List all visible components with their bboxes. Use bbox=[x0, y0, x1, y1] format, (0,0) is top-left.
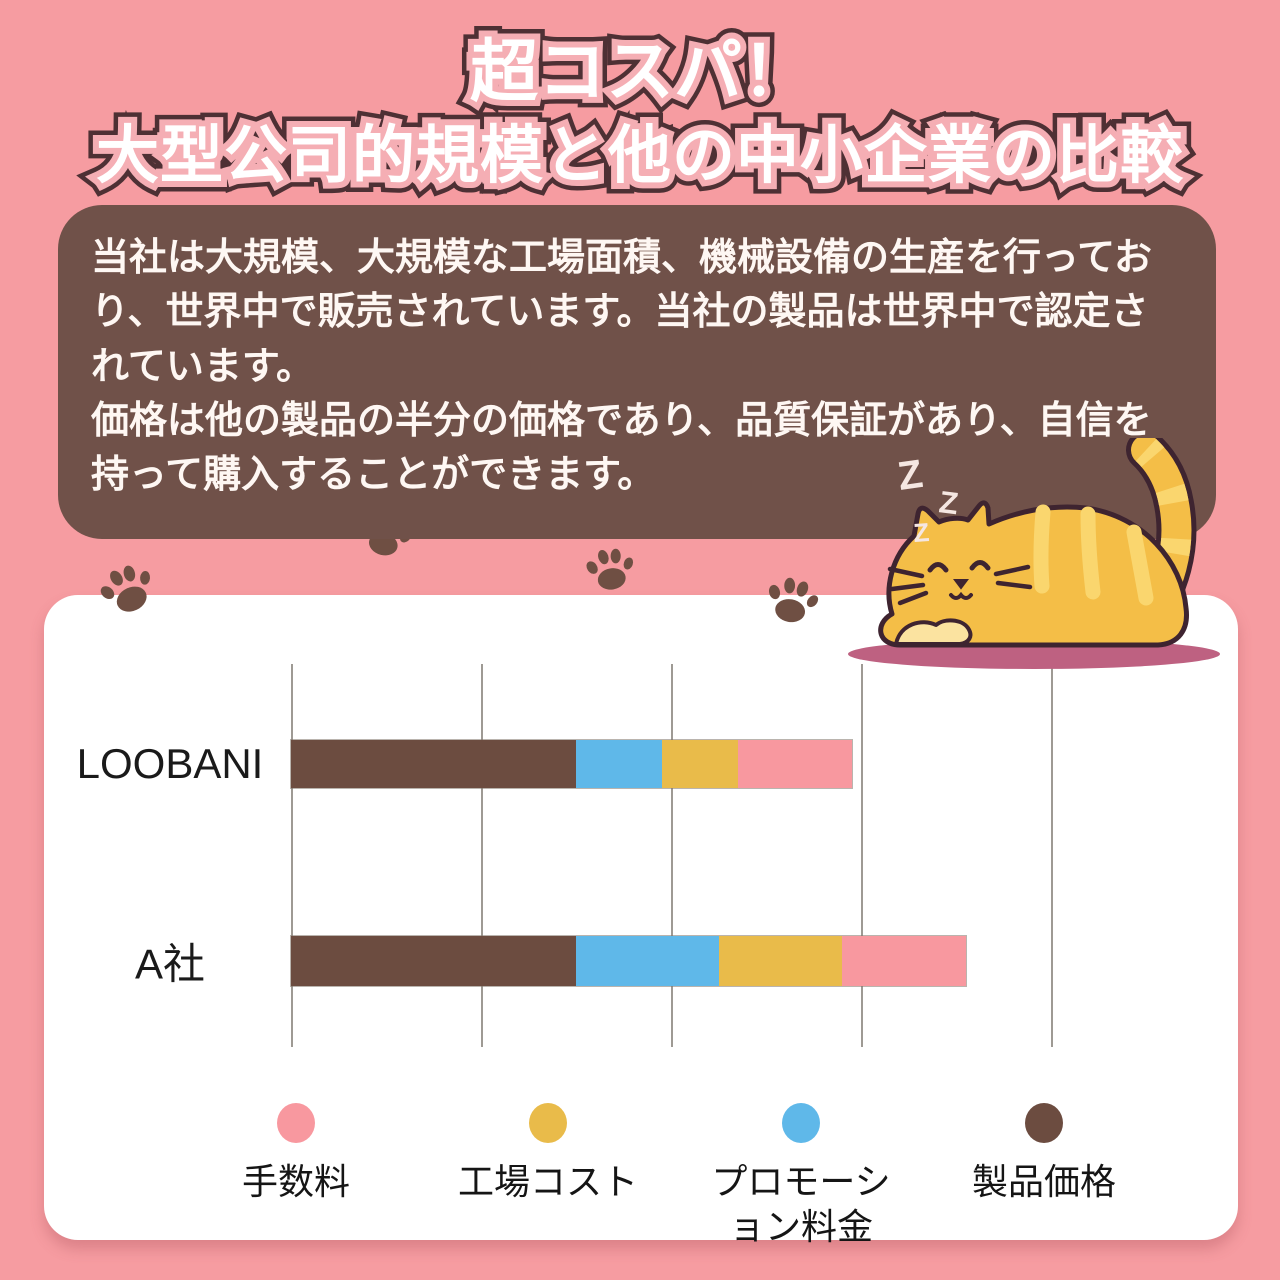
bar-segment-手数料 bbox=[737, 740, 852, 788]
paw-print-icon bbox=[762, 570, 822, 635]
cat-face bbox=[887, 560, 1033, 606]
legend-dot-工場コスト bbox=[529, 1103, 567, 1143]
legend-item-手数料: 手数料 bbox=[181, 1103, 411, 1204]
cat-body bbox=[878, 500, 1189, 648]
gridline bbox=[861, 664, 863, 1047]
legend-dot-製品価格 bbox=[1025, 1103, 1063, 1143]
comparison-chart-card: LOOBANI A社 手数料 工場コスト プロモーシ ョン料金 製品価格 bbox=[44, 595, 1238, 1247]
legend-label-手数料: 手数料 bbox=[241, 1161, 350, 1202]
legend-dot-手数料 bbox=[277, 1103, 315, 1143]
bar-segment-製品価格 bbox=[291, 936, 576, 986]
legend-item-工場コスト: 工場コスト bbox=[433, 1103, 663, 1204]
category-label-A社: A社 bbox=[134, 940, 205, 988]
gridline bbox=[481, 664, 483, 1047]
description-paragraph-2: 価格は他の製品の半分の価格であり、品質保証があり、自信を持って購入することができ… bbox=[91, 399, 1152, 497]
bar-row-LOOBANI bbox=[290, 739, 853, 789]
legend-label-工場コスト: 工場コスト bbox=[457, 1161, 638, 1202]
bar-segment-工場コスト bbox=[661, 740, 738, 788]
headline-line2: 大型公司的規模と他の中小企業の比較 大型公司的規模と他の中小企業の比較 大型公司… bbox=[0, 110, 1280, 202]
legend-label-プロモーション料金: プロモーシ ョン料金 bbox=[711, 1161, 891, 1247]
sleeping-cat-illustration: Z Z Z bbox=[848, 438, 1220, 669]
svg-text:Z: Z bbox=[937, 484, 960, 521]
svg-text:Z: Z bbox=[895, 452, 925, 499]
legend-dot-プロモーション料金 bbox=[782, 1103, 820, 1143]
headline-line1-text: 超コスパ！ bbox=[469, 34, 810, 110]
legend-label-製品価格: 製品価格 bbox=[971, 1161, 1116, 1202]
headline-line1: 超コスパ！ 超コスパ！ 超コスパ！ bbox=[0, 24, 1280, 121]
cat-front-paws bbox=[894, 618, 973, 646]
bar-segment-プロモーション料金 bbox=[576, 740, 662, 788]
bar-segment-製品価格 bbox=[291, 740, 576, 788]
gridline bbox=[671, 664, 673, 1047]
bar-row-A社 bbox=[290, 935, 967, 987]
paw-print-icon bbox=[582, 541, 638, 602]
bar-segment-プロモーション料金 bbox=[576, 936, 719, 986]
headline-line2-text: 大型公司的規模と他の中小企業の比較 bbox=[96, 121, 1184, 191]
headline-line1-halo: 超コスパ！ bbox=[464, 28, 816, 116]
description-box: 当社は大規模、大規模な工場面積、機械設備の生産を行っており、世界中で販売されてい… bbox=[58, 205, 1216, 539]
bar-segment-工場コスト bbox=[718, 936, 842, 986]
legend-item-製品価格: 製品価格 bbox=[929, 1103, 1159, 1204]
gridline bbox=[291, 664, 293, 1047]
sleep-zzz-text: Z Z Z bbox=[895, 452, 960, 548]
headline-line2-halo: 大型公司的規模と他の中小企業の比較 bbox=[90, 115, 1189, 197]
description-paragraph-1: 当社は大規模、大規模な工場面積、機械設備の生産を行っており、世界中で販売されてい… bbox=[91, 237, 1152, 388]
category-label-LOOBANI: LOOBANI bbox=[76, 740, 264, 787]
svg-text:Z: Z bbox=[912, 517, 930, 548]
paw-print-icon bbox=[96, 558, 158, 625]
legend-item-プロモーション料金: プロモーシ ョン料金 bbox=[686, 1103, 916, 1249]
gridline bbox=[1051, 664, 1053, 1047]
headline-line2-outline: 大型公司的規模と他の中小企業の比較 bbox=[86, 111, 1194, 202]
headline-line1-outline: 超コスパ！ bbox=[459, 24, 820, 121]
bar-segment-手数料 bbox=[842, 936, 966, 986]
